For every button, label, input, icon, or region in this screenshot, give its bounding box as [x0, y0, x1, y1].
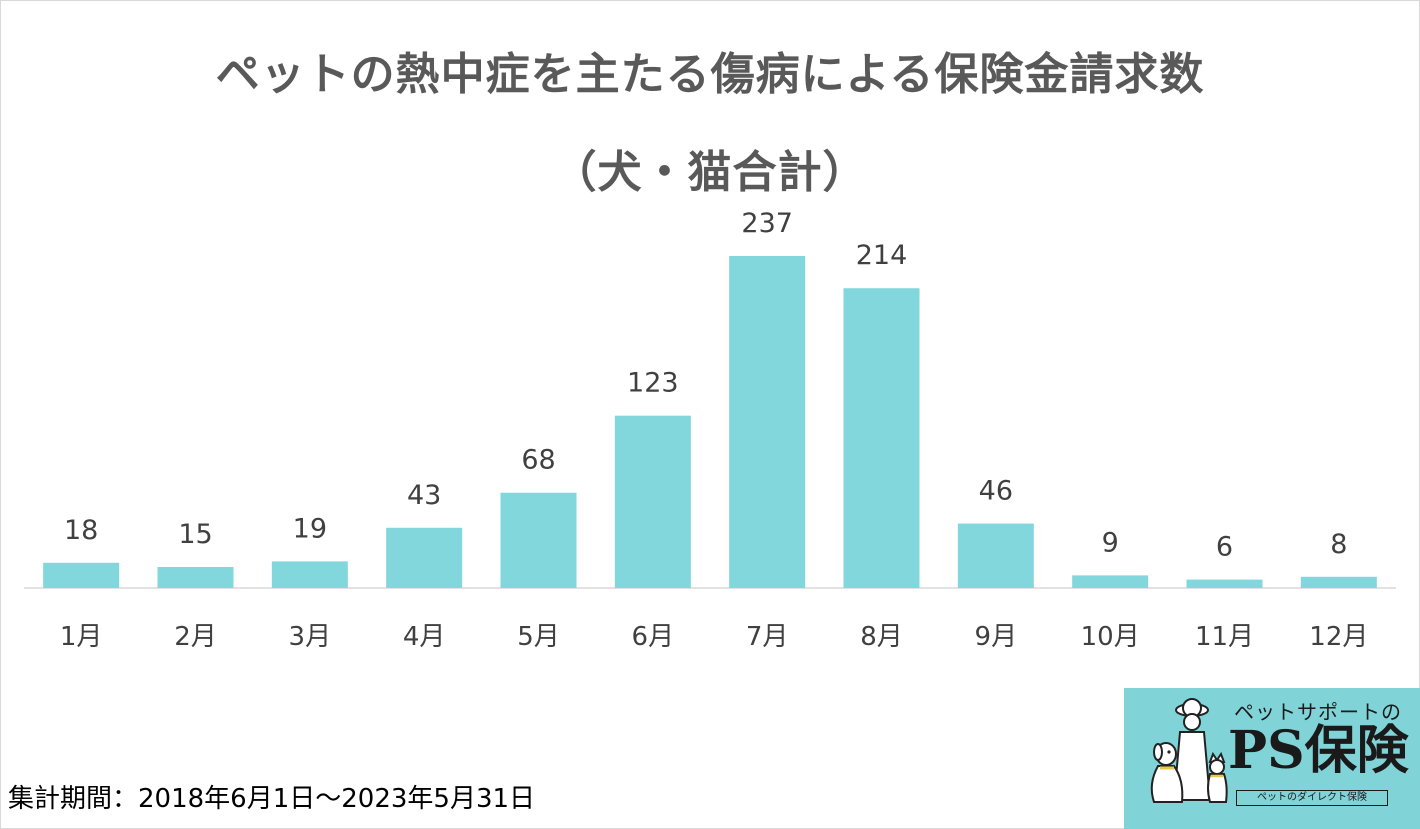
bar [1072, 575, 1149, 588]
x-tick-label: 11月 [1195, 622, 1254, 652]
bar [386, 527, 463, 588]
data-label: 43 [407, 480, 441, 511]
logo-illustration [1150, 698, 1228, 803]
x-tick-label: 9月 [975, 622, 1018, 652]
bar [271, 561, 348, 588]
bar [843, 288, 920, 588]
data-label: 68 [521, 445, 555, 476]
chart-subtitle: （犬・猫合計） [552, 147, 868, 198]
x-tick-label: 2月 [174, 622, 217, 652]
x-tick-label: 12月 [1309, 622, 1368, 652]
data-label: 237 [741, 208, 793, 239]
x-tick-label: 4月 [403, 622, 446, 652]
data-label: 6 [1216, 532, 1233, 563]
ps-insurance-logo: ペットサポートの PS保険 ペットのダイレクト保険 [1124, 688, 1420, 829]
logo-name: PS保険 [1228, 720, 1409, 781]
bar [1186, 579, 1263, 588]
data-label: 8 [1330, 529, 1347, 560]
data-label: 46 [979, 476, 1013, 507]
x-tick-label: 7月 [746, 622, 789, 652]
x-tick-label: 1月 [60, 622, 103, 652]
bar [729, 256, 806, 588]
logo-tagline: ペットサポートの [1234, 700, 1402, 724]
data-label: 9 [1102, 527, 1119, 558]
chart-title: ペットの熱中症を主たる傷病による保険金請求数 [215, 49, 1205, 100]
bar [157, 566, 234, 588]
data-label: 123 [627, 368, 679, 399]
footnote-period: 集計期間：2018年6月1日～2023年5月31日 [8, 784, 536, 814]
x-tick-label: 8月 [860, 622, 903, 652]
x-tick-label: 5月 [517, 622, 560, 652]
bar [614, 415, 691, 588]
data-label: 214 [856, 240, 908, 271]
bar [500, 492, 577, 588]
data-label: 15 [178, 519, 212, 550]
bar-chart: 181月152月193月434月685月1236月2377月2148月469月9… [24, 208, 1396, 652]
bar [43, 562, 120, 588]
x-tick-label: 3月 [289, 622, 332, 652]
x-tick-label: 10月 [1081, 622, 1140, 652]
bar [1300, 576, 1377, 588]
data-label: 19 [293, 513, 327, 544]
bar [957, 523, 1034, 588]
data-label: 18 [64, 515, 98, 546]
logo-subtitle: ペットのダイレクト保険 [1236, 790, 1388, 806]
x-tick-label: 6月 [632, 622, 675, 652]
